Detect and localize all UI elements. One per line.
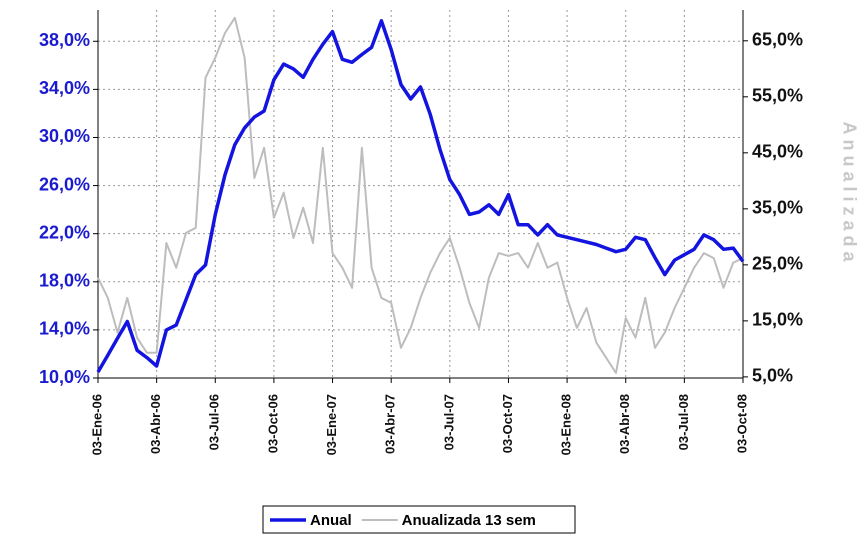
x-tick-label: 03-Oct-06 (265, 394, 280, 453)
y2-tick-label: 15,0% (752, 310, 803, 330)
x-tick-label: 03-Abr-06 (148, 394, 163, 454)
x-tick-label: 03-Abr-07 (383, 394, 398, 454)
y2-tick-label: 5,0% (752, 366, 793, 386)
legend-label: Anualizada 13 sem (402, 512, 536, 529)
x-tick-label: 03-Jul-08 (676, 394, 691, 450)
y2-tick-label: 35,0% (752, 198, 803, 218)
y2-tick-label: 65,0% (752, 30, 803, 50)
x-tick-label: 03-Jul-06 (207, 394, 222, 450)
x-tick-label: 03-Ene-07 (324, 394, 339, 455)
y-tick-label: 38,0% (39, 30, 90, 50)
y2-axis-label: Anualizada (839, 121, 859, 266)
x-tick-label: 03-Jul-07 (441, 394, 456, 450)
x-tick-label: 03-Oct-08 (734, 394, 749, 453)
x-tick-label: 03-Oct-07 (500, 394, 515, 453)
x-tick-label: 03-Abr-08 (617, 394, 632, 454)
y2-tick-label: 45,0% (752, 142, 803, 162)
y-tick-label: 30,0% (39, 126, 90, 146)
y-tick-label: 26,0% (39, 174, 90, 194)
y-tick-label: 34,0% (39, 78, 90, 98)
series-line (96, 19, 745, 373)
y-tick-label: 14,0% (39, 319, 90, 339)
series-line (97, 16, 744, 374)
legend-label: Anual (310, 512, 352, 529)
y2-tick-label: 25,0% (752, 254, 803, 274)
legend-box (262, 505, 576, 534)
y2-tick-label: 55,0% (752, 86, 803, 106)
y-tick-label: 18,0% (39, 271, 90, 291)
y-tick-label: 22,0% (39, 222, 90, 242)
x-tick-label: 03-Ene-06 (89, 394, 104, 455)
y-tick-label: 10,0% (39, 367, 90, 387)
x-tick-label: 03-Ene-08 (559, 394, 574, 455)
